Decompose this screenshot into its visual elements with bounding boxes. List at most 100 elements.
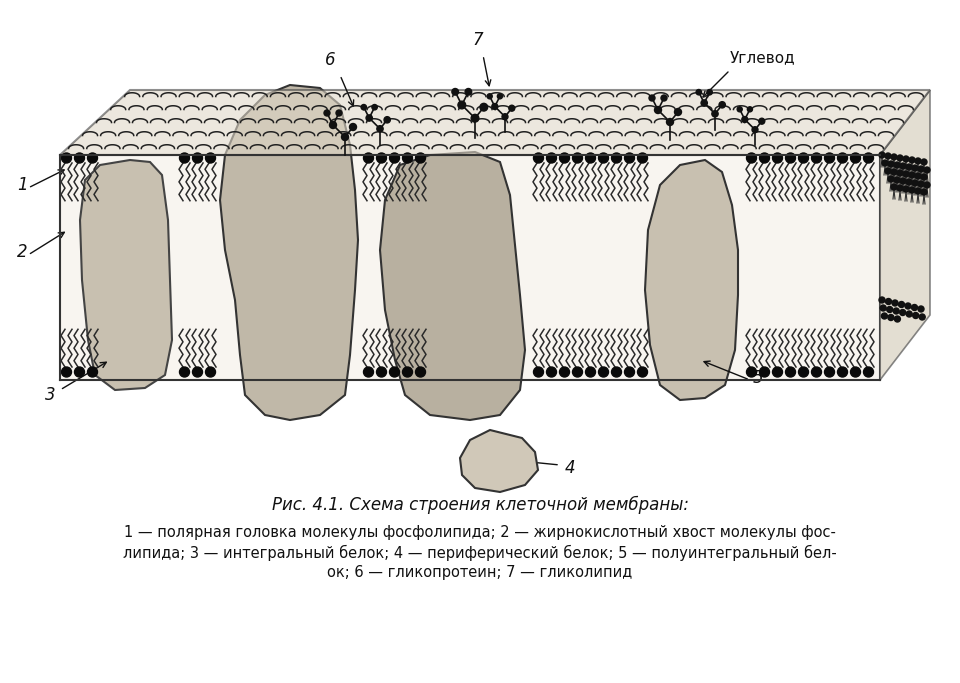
Circle shape (879, 152, 885, 158)
Circle shape (837, 153, 848, 163)
Circle shape (918, 306, 924, 312)
Circle shape (825, 367, 834, 377)
Circle shape (502, 114, 508, 120)
Circle shape (612, 367, 621, 377)
PathPatch shape (220, 85, 358, 420)
Circle shape (61, 153, 71, 163)
Circle shape (906, 311, 912, 317)
Circle shape (193, 153, 203, 163)
Circle shape (918, 181, 924, 187)
Circle shape (572, 367, 583, 377)
Circle shape (893, 308, 900, 314)
Circle shape (887, 307, 893, 313)
Circle shape (903, 186, 909, 192)
Circle shape (888, 161, 894, 167)
Circle shape (625, 153, 635, 163)
Circle shape (655, 107, 661, 113)
Circle shape (897, 155, 903, 161)
Circle shape (586, 367, 595, 377)
Circle shape (598, 367, 609, 377)
Circle shape (349, 124, 356, 130)
Circle shape (497, 94, 502, 99)
Circle shape (205, 367, 215, 377)
Circle shape (863, 367, 874, 377)
Circle shape (666, 118, 674, 126)
Circle shape (546, 153, 557, 163)
Circle shape (534, 153, 543, 163)
Circle shape (747, 367, 756, 377)
Polygon shape (60, 90, 930, 155)
Circle shape (811, 367, 822, 377)
Circle shape (881, 313, 887, 319)
Circle shape (921, 159, 927, 165)
Circle shape (336, 110, 342, 116)
Circle shape (612, 153, 621, 163)
Circle shape (480, 103, 488, 111)
Circle shape (785, 367, 796, 377)
Circle shape (799, 153, 808, 163)
Circle shape (912, 180, 918, 186)
PathPatch shape (460, 430, 538, 492)
Text: 5: 5 (753, 369, 763, 387)
Circle shape (534, 367, 543, 377)
Circle shape (891, 154, 897, 160)
Circle shape (909, 187, 915, 193)
Circle shape (921, 174, 927, 180)
Text: Углевод: Углевод (730, 51, 796, 66)
Circle shape (885, 153, 891, 159)
Circle shape (892, 300, 898, 306)
Circle shape (205, 153, 215, 163)
Circle shape (895, 316, 900, 322)
Circle shape (900, 163, 906, 169)
Circle shape (416, 367, 425, 377)
Circle shape (752, 127, 758, 133)
Circle shape (87, 367, 98, 377)
Circle shape (364, 153, 373, 163)
Circle shape (180, 367, 189, 377)
Circle shape (487, 94, 492, 99)
Circle shape (452, 89, 459, 95)
Circle shape (912, 165, 918, 171)
Circle shape (402, 367, 413, 377)
Circle shape (329, 122, 337, 128)
Text: 4: 4 (564, 459, 575, 477)
Circle shape (885, 168, 891, 174)
Circle shape (586, 153, 595, 163)
Circle shape (747, 153, 756, 163)
Circle shape (509, 105, 515, 111)
Circle shape (885, 298, 892, 305)
Circle shape (773, 153, 782, 163)
Circle shape (546, 367, 557, 377)
Circle shape (899, 301, 904, 307)
Circle shape (737, 107, 742, 112)
Circle shape (372, 104, 377, 110)
Circle shape (924, 182, 930, 188)
Circle shape (560, 153, 569, 163)
Circle shape (888, 314, 894, 320)
Circle shape (891, 184, 897, 190)
Circle shape (759, 367, 770, 377)
Circle shape (649, 95, 655, 101)
Circle shape (376, 153, 387, 163)
Circle shape (909, 157, 915, 163)
Circle shape (894, 177, 900, 183)
Circle shape (598, 153, 609, 163)
Circle shape (851, 367, 860, 377)
Circle shape (837, 367, 848, 377)
Circle shape (377, 126, 383, 132)
Circle shape (625, 367, 635, 377)
Text: 2: 2 (16, 243, 27, 261)
Circle shape (900, 178, 906, 184)
Circle shape (637, 153, 647, 163)
Circle shape (909, 172, 915, 178)
Circle shape (471, 114, 479, 122)
Circle shape (180, 153, 189, 163)
Circle shape (342, 133, 348, 141)
Circle shape (742, 117, 748, 122)
Text: 3: 3 (45, 386, 56, 404)
Text: 7: 7 (472, 31, 483, 49)
Circle shape (87, 153, 98, 163)
Circle shape (637, 367, 647, 377)
Circle shape (390, 153, 399, 163)
Circle shape (61, 367, 71, 377)
